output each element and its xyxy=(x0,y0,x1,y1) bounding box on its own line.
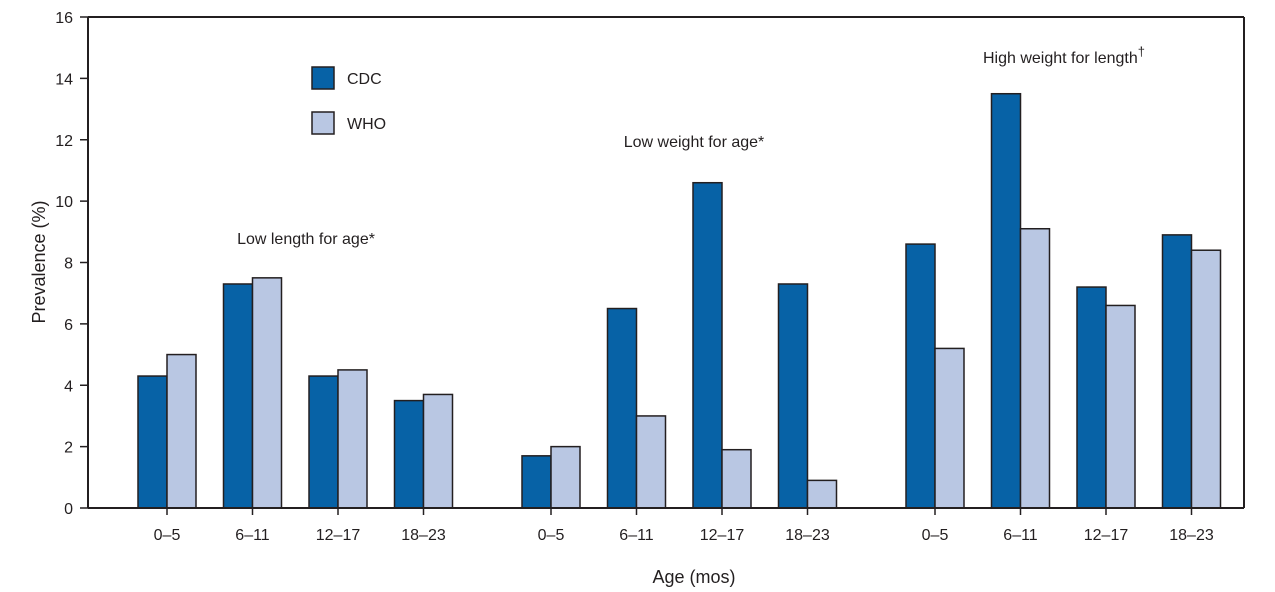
bar-cdc-1-3 xyxy=(308,375,339,509)
bar-cdc-1-1 xyxy=(137,375,168,509)
y-tick-label: 16 xyxy=(55,10,73,27)
legend: CDC WHO xyxy=(311,66,386,135)
bar-cdc-3-1 xyxy=(905,243,936,509)
bar-cdc-2-1 xyxy=(521,455,552,509)
bar-cdc-1-4 xyxy=(393,399,425,509)
bar-who-3-4 xyxy=(1190,249,1222,509)
bar-cdc-3-2 xyxy=(990,92,1022,509)
y-tick-label: 0 xyxy=(64,501,73,518)
y-tick-label: 8 xyxy=(64,256,73,273)
bar-who-2-3 xyxy=(721,448,752,509)
y-tick-label: 4 xyxy=(64,378,73,395)
group-label-3: High weight for length† xyxy=(983,44,1145,67)
bar-who-1-2 xyxy=(251,277,283,509)
y-tick-label: 12 xyxy=(55,133,73,150)
group-label-2: Low weight for age* xyxy=(624,134,765,151)
bar-who-1-3 xyxy=(337,369,368,509)
x-tick-label: 0–5 xyxy=(538,527,565,544)
bar-who-1-1 xyxy=(166,353,197,509)
y-tick-label: 10 xyxy=(55,194,73,211)
x-tick-label: 0–5 xyxy=(922,527,949,544)
y-axis-title: Prevalence (%) xyxy=(29,200,49,323)
bar-who-3-3 xyxy=(1105,304,1136,509)
x-tick-label: 12–17 xyxy=(316,527,361,544)
y-tick-label: 2 xyxy=(64,440,73,457)
x-tick-label: 0–5 xyxy=(154,527,181,544)
group-label-mark: † xyxy=(1138,44,1145,59)
y-tick-label: 6 xyxy=(64,317,73,334)
x-tick-label: 12–17 xyxy=(1084,527,1129,544)
x-axis-title: Age (mos) xyxy=(652,567,735,587)
x-tick-label: 18–23 xyxy=(1169,527,1214,544)
bar-cdc-3-4 xyxy=(1161,234,1193,509)
x-tick-label: 12–17 xyxy=(700,527,745,544)
bar-who-3-1 xyxy=(934,347,965,509)
x-tick-label: 6–11 xyxy=(619,527,654,544)
bar-cdc-1-2 xyxy=(222,283,254,509)
legend-swatch-who xyxy=(311,111,335,135)
bar-who-2-2 xyxy=(635,415,667,509)
x-tick-label: 18–23 xyxy=(785,527,830,544)
y-tick-label: 14 xyxy=(55,71,73,88)
group-label-1: Low length for age* xyxy=(237,231,375,248)
x-tick-label: 18–23 xyxy=(401,527,446,544)
bar-who-2-1 xyxy=(550,445,581,509)
bar-cdc-2-2 xyxy=(606,307,638,509)
bars-layer xyxy=(137,92,1222,509)
bar-who-1-4 xyxy=(422,393,454,509)
bar-who-2-4 xyxy=(806,479,838,509)
legend-swatch-cdc xyxy=(311,66,335,90)
x-tick-label: 6–11 xyxy=(1003,527,1038,544)
bar-cdc-2-3 xyxy=(692,181,723,509)
bar-cdc-3-3 xyxy=(1076,286,1107,509)
legend-label-cdc: CDC xyxy=(347,71,382,88)
group-labels: Low length for age* Low weight for age* Hi… xyxy=(237,44,1145,248)
y-ticks: 0 2 4 6 8 10 12 14 16 xyxy=(55,10,88,518)
x-tick-label: 6–11 xyxy=(235,527,270,544)
bar-cdc-2-4 xyxy=(777,283,809,509)
bar-who-3-2 xyxy=(1019,227,1051,509)
legend-label-who: WHO xyxy=(347,116,386,133)
x-ticks: 0–5 6–11 12–17 18–23 0–5 6–11 12–17 18–23 0–5 6–1… xyxy=(154,508,1214,544)
